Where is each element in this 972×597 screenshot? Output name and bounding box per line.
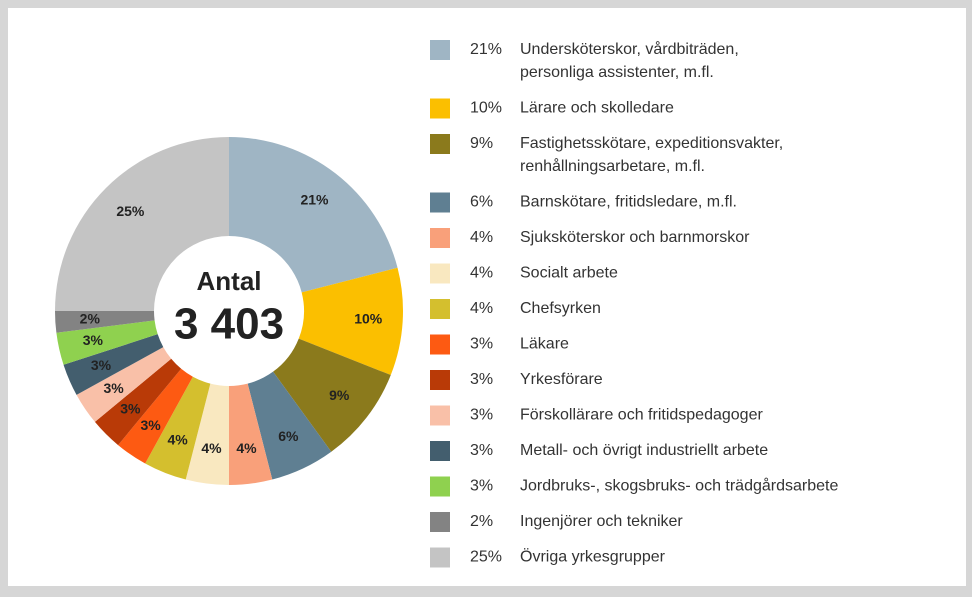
legend-label: Undersköterskor, vårdbiträden, (520, 40, 739, 58)
slice (273, 338, 391, 452)
legend-label: Chefsyrken (520, 300, 601, 317)
legend-label: personliga assistenter, m.fl. (520, 64, 714, 81)
slice-label: 4% (201, 440, 222, 456)
legend-swatch (430, 299, 450, 319)
legend-value: 25% (470, 549, 502, 566)
legend-swatch (430, 441, 450, 461)
center-value: 3 403 (174, 300, 284, 349)
legend-label: Barnskötare, fritidsledare, m.fl. (520, 194, 737, 211)
legend-value: 4% (470, 229, 493, 246)
legend-label: Jordbruks-, skogsbruks- och trädgårdsarb… (520, 477, 838, 495)
slice-label: 3% (104, 380, 125, 396)
legend: 21% Undersköterskor, vårdbiträden, personl… (430, 40, 838, 568)
slice-label: 4% (236, 440, 257, 456)
slice (118, 368, 193, 464)
slice (229, 383, 273, 485)
legend-value: 4% (470, 265, 493, 282)
center-label: Antal (197, 266, 262, 296)
slice-label: 21% (300, 191, 329, 207)
slice-label: 6% (278, 428, 299, 444)
slice (94, 358, 182, 446)
legend-label: Sjuksköterskor och barnmorskor (520, 229, 750, 246)
slice-label: 3% (140, 417, 161, 433)
legend-value: 6% (470, 194, 493, 211)
slice (247, 371, 332, 480)
slice-label: 2% (80, 310, 101, 326)
legend-label: Metall- och övrigt industriellt arbete (520, 442, 768, 459)
legend-swatch (430, 405, 450, 426)
slice (55, 311, 155, 333)
slice-label: 4% (168, 431, 189, 447)
legend-value: 3% (470, 407, 493, 424)
donut: 21%10%9%6%4%4%4%3%3%3%3%3%2%25% (55, 137, 403, 485)
slice (298, 267, 403, 376)
legend-label: Ingenjörer och tekniker (520, 513, 683, 530)
legend-swatch (430, 98, 450, 119)
legend-value: 3% (470, 371, 493, 388)
legend-value: 3% (470, 478, 493, 495)
legend-swatch (430, 263, 450, 284)
legend-value: 3% (470, 442, 493, 459)
legend-swatch (430, 334, 450, 355)
legend-label: Läkare (520, 336, 569, 353)
slice (145, 376, 211, 480)
legend-value: 3% (470, 336, 493, 353)
panel (8, 8, 966, 586)
slice-label: 9% (329, 387, 350, 403)
legend-label: Yrkesförare (520, 371, 603, 388)
slice-label: 10% (354, 310, 383, 326)
legend-swatch (430, 476, 450, 497)
legend-value: 10% (470, 100, 502, 117)
slice-label: 3% (83, 332, 104, 348)
slice (76, 347, 172, 422)
legend-swatch (430, 370, 450, 390)
legend-label: renhållningsarbetare, m.fl. (520, 157, 705, 175)
legend-swatch (430, 228, 450, 248)
legend-value: 2% (470, 513, 493, 530)
legend-value: 9% (470, 135, 493, 152)
slice (55, 137, 229, 311)
legend-value: 4% (470, 300, 493, 317)
legend-label: Förskollärare och fritidspedagoger (520, 407, 763, 424)
slice-label: 3% (120, 400, 141, 416)
legend-label: Socialt arbete (520, 265, 618, 282)
legend-value: 21% (470, 41, 502, 58)
slice (63, 334, 164, 395)
legend-swatch (430, 40, 450, 60)
slice-label: 25% (116, 203, 145, 219)
legend-swatch (430, 134, 450, 154)
legend-swatch (430, 512, 450, 532)
legend-swatch (430, 192, 450, 213)
slice (185, 383, 229, 485)
legend-label: Fastighetsskötare, expeditionsvakter, (520, 135, 783, 152)
slice-label: 3% (91, 357, 112, 373)
slice (229, 137, 398, 293)
slice (56, 320, 158, 365)
legend-swatch (430, 547, 450, 568)
legend-label: Övriga yrkesgrupper (520, 548, 666, 566)
legend-label: Lärare och skolledare (520, 100, 674, 117)
